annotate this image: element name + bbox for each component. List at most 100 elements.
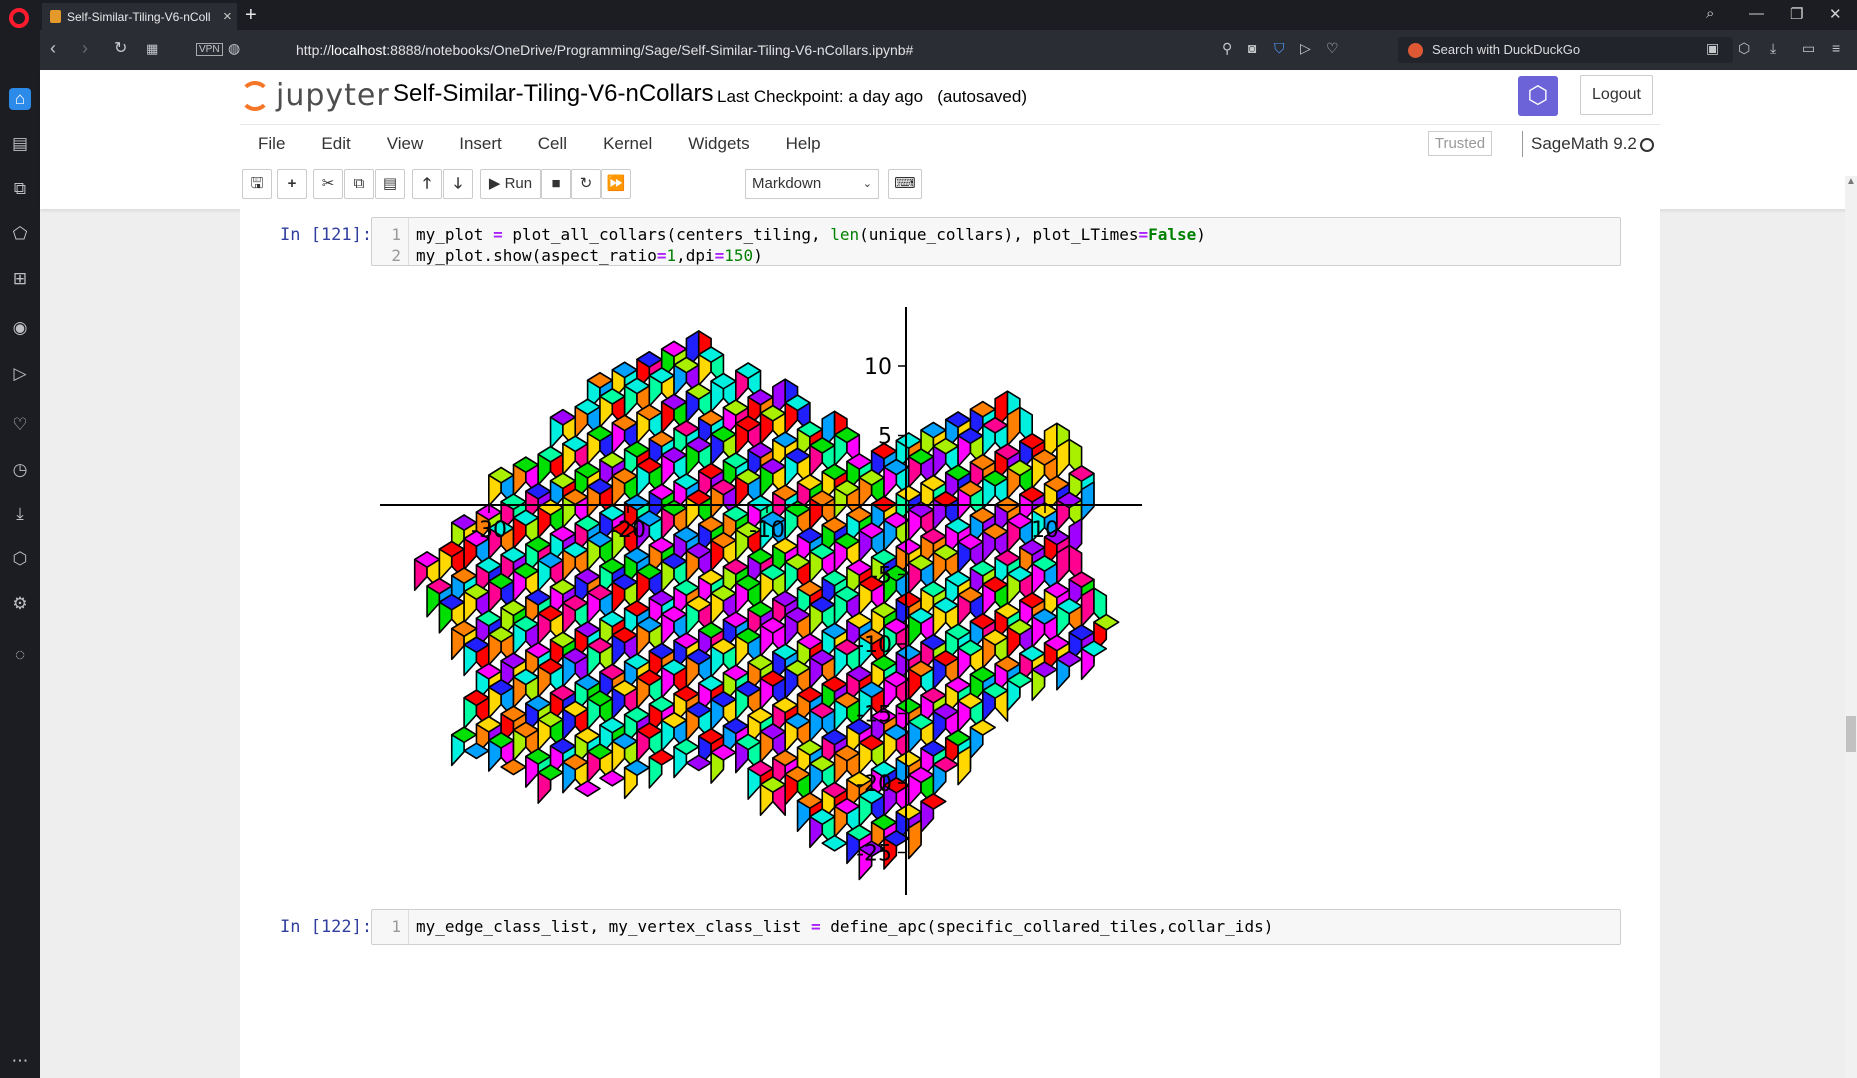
x-tick-label: -20 <box>610 518 646 543</box>
code-text[interactable]: my_plot = plot_all_collars(centers_tilin… <box>416 224 1206 266</box>
extensions-icon[interactable]: ⬡ <box>12 549 28 568</box>
new-tab-icon[interactable]: + <box>245 4 257 26</box>
code-token: plot_all_collars(centers_tiling, <box>502 225 831 244</box>
menu-file[interactable]: File <box>258 133 286 153</box>
menu-kernel[interactable]: Kernel <box>603 133 653 153</box>
tips-bulb-icon[interactable]: ◌ <box>14 645 26 664</box>
reader-icon[interactable]: ⧉ <box>13 179 27 198</box>
jupyter-header: jupyter Self-Similar-Tiling-V6-nCollars … <box>40 70 1857 209</box>
code-text[interactable]: my_edge_class_list, my_vertex_class_list… <box>416 916 1273 937</box>
menu-icon[interactable]: ≡ <box>1832 40 1841 56</box>
page-scrollbar[interactable]: ▲ <box>1845 176 1857 1078</box>
save-button[interactable]: 🖫 <box>242 169 272 199</box>
speed-dial-icon[interactable]: ▦ <box>146 41 159 56</box>
run-button[interactable]: ▶ Run <box>480 169 541 199</box>
y-tick-label: -10 <box>856 633 892 658</box>
battery-icon[interactable]: ▭ <box>1802 40 1816 56</box>
cell-type-select[interactable]: Markdown ⌄ <box>745 169 879 199</box>
y-tick-label: -20 <box>856 772 892 797</box>
code-token: 1 <box>666 246 677 265</box>
home-icon[interactable]: ⌂ <box>9 88 31 110</box>
cube-icon[interactable]: ⬡ <box>1738 40 1751 56</box>
sagemath-logo-icon: ⬡ <box>1518 76 1558 116</box>
code-token: ) <box>1196 225 1206 244</box>
scrollbar-thumb[interactable] <box>1846 716 1856 752</box>
gift-icon[interactable]: ⊞ <box>12 269 28 288</box>
restore-icon[interactable]: ❐ <box>1790 6 1804 23</box>
logout-button[interactable]: Logout <box>1580 75 1653 115</box>
tile <box>1080 481 1095 521</box>
back-icon[interactable]: ‹ <box>50 38 56 58</box>
command-palette-button[interactable]: ⌨ <box>888 169 922 199</box>
restart-run-all-button[interactable]: ⏩ <box>601 169 631 199</box>
close-window-icon[interactable]: ✕ <box>1829 6 1842 23</box>
browser-tab[interactable]: Self-Similar-Tiling-V6-nColl × <box>42 3 237 30</box>
menu-insert[interactable]: Insert <box>459 133 502 153</box>
vpn-badge[interactable]: VPN <box>196 43 223 56</box>
search-tabs-icon[interactable]: ⌕ <box>1706 5 1715 22</box>
code-cell-122[interactable]: 1 my_edge_class_list, my_vertex_class_li… <box>371 909 1621 945</box>
camera-icon[interactable]: ◙ <box>1248 40 1257 56</box>
shield-icon[interactable]: ⛉ <box>1274 40 1285 56</box>
cut-button[interactable]: ✂ <box>313 169 343 199</box>
interrupt-button[interactable]: ■ <box>541 169 571 199</box>
forward-icon[interactable]: › <box>82 38 88 58</box>
scroll-up-icon[interactable]: ▲ <box>1846 176 1856 187</box>
menu-widgets[interactable]: Widgets <box>688 133 750 153</box>
tab-close-icon[interactable]: × <box>223 8 232 25</box>
code-token: define_apc(specific_collared_tiles,colla… <box>820 917 1274 936</box>
move-up-button[interactable]: 🡑 <box>412 169 442 199</box>
tile <box>1080 640 1108 658</box>
notebook-title[interactable]: Self-Similar-Tiling-V6-nCollars <box>393 80 714 107</box>
search-input[interactable]: Search with DuckDuckGo <box>1398 37 1733 63</box>
downloads-sidebar-icon[interactable]: ⤓ <box>16 504 24 523</box>
menu-cell[interactable]: Cell <box>537 133 568 153</box>
notes-icon[interactable]: ▤ <box>11 134 29 153</box>
tile <box>1093 613 1120 631</box>
code-token: my_plot.show(aspect_ratio <box>416 246 657 265</box>
restart-button[interactable]: ↻ <box>571 169 601 199</box>
wallet-icon[interactable]: ▣ <box>1706 40 1720 56</box>
download-icon[interactable]: ⤓ <box>1770 40 1777 56</box>
url-path: :8888/notebooks/OneDrive/Programming/Sag… <box>386 42 914 58</box>
checkpoint-status: Last Checkpoint: a day ago (autosaved) <box>717 87 1027 107</box>
bookmarks-icon[interactable]: ♡ <box>12 415 28 434</box>
copy-button[interactable]: ⧉ <box>344 169 374 199</box>
code-cell-121[interactable]: 1 2 my_plot = plot_all_collars(centers_t… <box>371 217 1621 266</box>
kernel-name[interactable]: SageMath 9.2 <box>1522 131 1637 157</box>
y-tick-label: -25 <box>856 842 892 867</box>
menu-edit[interactable]: Edit <box>321 133 351 153</box>
opera-logo-icon[interactable] <box>9 8 29 28</box>
tile <box>1056 438 1071 479</box>
jupyter-logo-icon <box>240 80 270 111</box>
minimize-icon[interactable]: — <box>1749 5 1764 22</box>
send-sidebar-icon[interactable]: ▷ <box>13 364 27 383</box>
cell-output-plot: -30 -20 -10 10 10 5 -5 -10 -15 -20 -25 <box>380 287 1180 897</box>
paste-button[interactable]: ▤ <box>375 169 405 199</box>
y-tick-label: 5 <box>878 425 892 450</box>
trusted-badge[interactable]: Trusted <box>1428 131 1492 156</box>
player-icon[interactable]: ◉ <box>12 318 28 337</box>
line-numbers: 1 2 <box>372 218 409 265</box>
line-number: 1 <box>391 225 401 244</box>
tile <box>784 394 811 412</box>
zoom-icon[interactable]: ⚲ <box>1222 40 1233 56</box>
more-icon[interactable]: ⋯ <box>11 1051 29 1070</box>
send-icon[interactable]: ▷ <box>1300 40 1311 56</box>
jupyter-logo[interactable]: jupyter <box>240 78 390 113</box>
pinboard-icon[interactable]: ⬠ <box>12 224 28 243</box>
menu-view[interactable]: View <box>386 133 424 153</box>
insert-cell-button[interactable]: + <box>277 169 307 199</box>
x-tick-label: -30 <box>471 518 507 543</box>
browser-titlebar: Self-Similar-Tiling-V6-nColl × + ⌕ — ❐ ✕ <box>0 0 1857 30</box>
heart-icon[interactable]: ♡ <box>1326 40 1339 56</box>
move-down-button[interactable]: 🡓 <box>443 169 473 199</box>
reload-icon[interactable]: ↻ <box>114 40 128 57</box>
url-host: localhost <box>331 42 387 58</box>
url-field[interactable]: http://localhost:8888/notebooks/OneDrive… <box>296 42 913 58</box>
settings-gear-icon[interactable]: ⚙ <box>12 594 28 613</box>
code-token: False <box>1148 225 1197 244</box>
history-icon[interactable]: ◷ <box>12 460 28 479</box>
menu-help[interactable]: Help <box>785 133 821 153</box>
code-token: = <box>1138 225 1149 244</box>
